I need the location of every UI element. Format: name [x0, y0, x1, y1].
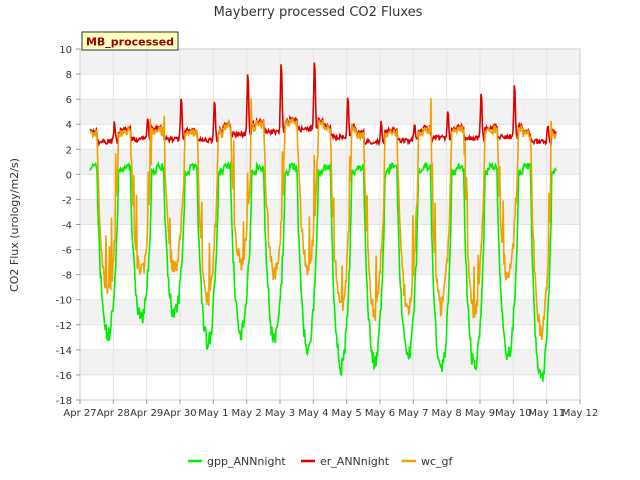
plot-band [80, 249, 580, 275]
x-tick-label: May 12 [562, 408, 599, 419]
chart-title: Mayberry processed CO2 Fluxes [214, 5, 423, 20]
y-axis: -18 -16 -14 -12 -10 -8 -6 -4 -2 0 2 4 6 8 10 [56, 45, 80, 407]
plot-band [80, 99, 580, 125]
legend: gpp_ANNnight er_ANNnight wc_gf [188, 455, 454, 468]
series-line-gpp [89, 160, 557, 382]
y-tick-label: -16 [56, 371, 72, 382]
plot-band [80, 349, 580, 375]
x-tick-label: Apr 27 [63, 408, 96, 419]
legend-label: gpp_ANNnight [207, 455, 286, 468]
x-tick-label: May 1 [198, 408, 228, 419]
x-tick-label: May 2 [232, 408, 262, 419]
y-tick-label: 2 [66, 145, 72, 156]
badge: MB_processed [81, 31, 179, 51]
y-axis-label: CO2 Flux (urology/m2/s) [8, 158, 21, 292]
x-tick-label: May 9 [465, 408, 495, 419]
legend-label: er_ANNnight [320, 455, 390, 468]
y-tick-label: -18 [56, 396, 72, 407]
plot-bands [80, 49, 580, 375]
y-tick-label: -4 [62, 221, 72, 232]
badge-label: MB_processed [86, 36, 174, 49]
y-tick-label: -10 [56, 296, 72, 307]
series-line-wc [89, 98, 557, 340]
x-tick-label: Apr 29 [130, 408, 163, 419]
y-tick-label: 4 [66, 120, 72, 131]
plot-band [80, 49, 580, 75]
x-tick-label: May 10 [495, 408, 532, 419]
legend-label: wc_gf [421, 455, 454, 468]
x-tick-label: May 8 [432, 408, 462, 419]
plot-grid [79, 48, 581, 401]
y-tick-label: -14 [56, 346, 72, 357]
x-tick-label: May 7 [398, 408, 428, 419]
y-tick-label: -2 [62, 195, 72, 206]
x-tick-label: May 6 [365, 408, 395, 419]
x-tick-label: May 4 [298, 408, 328, 419]
x-tick-label: Apr 30 [163, 408, 196, 419]
plot-band [80, 299, 580, 325]
x-tick-label: May 3 [265, 408, 295, 419]
x-tick-label: May 5 [332, 408, 362, 419]
y-tick-label: 6 [66, 95, 72, 106]
y-tick-label: 8 [66, 70, 72, 81]
y-tick-label: 0 [66, 170, 72, 181]
y-tick-label: -6 [62, 246, 72, 257]
y-tick-label: 10 [59, 45, 72, 56]
x-tick-label: Apr 28 [97, 408, 130, 419]
y-tick-label: -8 [62, 271, 72, 282]
y-tick-label: -12 [56, 321, 72, 332]
plot-band [80, 199, 580, 225]
plot-lines [89, 62, 557, 382]
x-tick-label: May 11 [528, 408, 565, 419]
